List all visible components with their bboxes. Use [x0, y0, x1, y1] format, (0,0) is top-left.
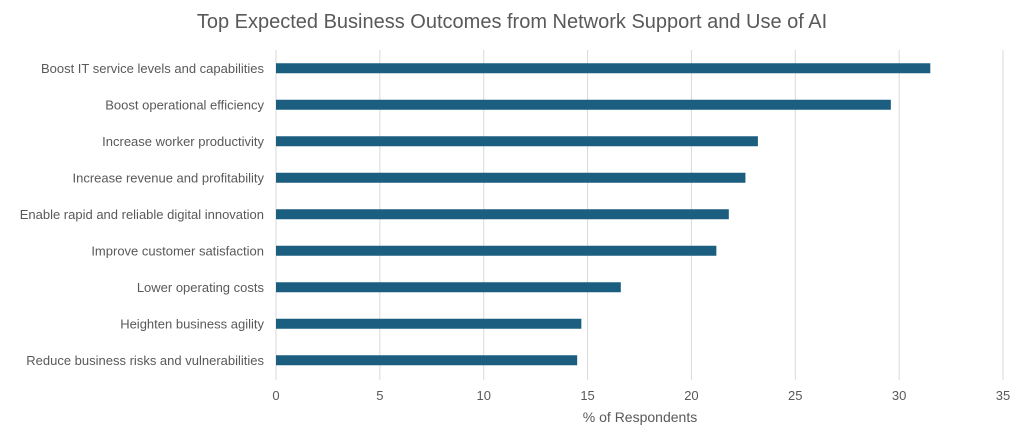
x-tick-label: 25 — [788, 388, 802, 403]
bar — [276, 63, 931, 74]
x-tick-label: 20 — [684, 388, 698, 403]
chart-title: Top Expected Business Outcomes from Netw… — [197, 11, 827, 33]
category-label: Improve customer satisfaction — [91, 243, 264, 258]
category-label: Reduce business risks and vulnerabilitie… — [26, 353, 264, 368]
bar — [276, 209, 729, 220]
category-label: Enable rapid and reliable digital innova… — [20, 207, 264, 222]
x-tick-label: 30 — [892, 388, 906, 403]
x-tick-label: 15 — [580, 388, 594, 403]
x-tick-label: 0 — [272, 388, 279, 403]
bars — [276, 63, 931, 366]
category-label: Lower operating costs — [137, 280, 265, 295]
bar — [276, 318, 582, 329]
x-tick-labels: 0 5 10 15 20 25 30 35 — [272, 388, 1010, 403]
category-label: Increase revenue and profitability — [72, 170, 264, 185]
category-label: Boost IT service levels and capabilities — [41, 61, 265, 76]
category-label: Heighten business agility — [120, 316, 264, 331]
bar — [276, 172, 746, 183]
bar — [276, 99, 891, 110]
category-label: Increase worker productivity — [102, 134, 264, 149]
x-tick-label: 10 — [476, 388, 490, 403]
category-label: Boost operational efficiency — [105, 97, 264, 112]
x-tick-label: 5 — [376, 388, 383, 403]
bar — [276, 245, 717, 256]
x-tick-label: 35 — [996, 388, 1010, 403]
bar — [276, 136, 758, 147]
bar — [276, 282, 621, 293]
x-axis-title: % of Respondents — [583, 409, 697, 425]
category-labels: Boost IT service levels and capabilities… — [20, 61, 265, 368]
bar — [276, 355, 578, 366]
